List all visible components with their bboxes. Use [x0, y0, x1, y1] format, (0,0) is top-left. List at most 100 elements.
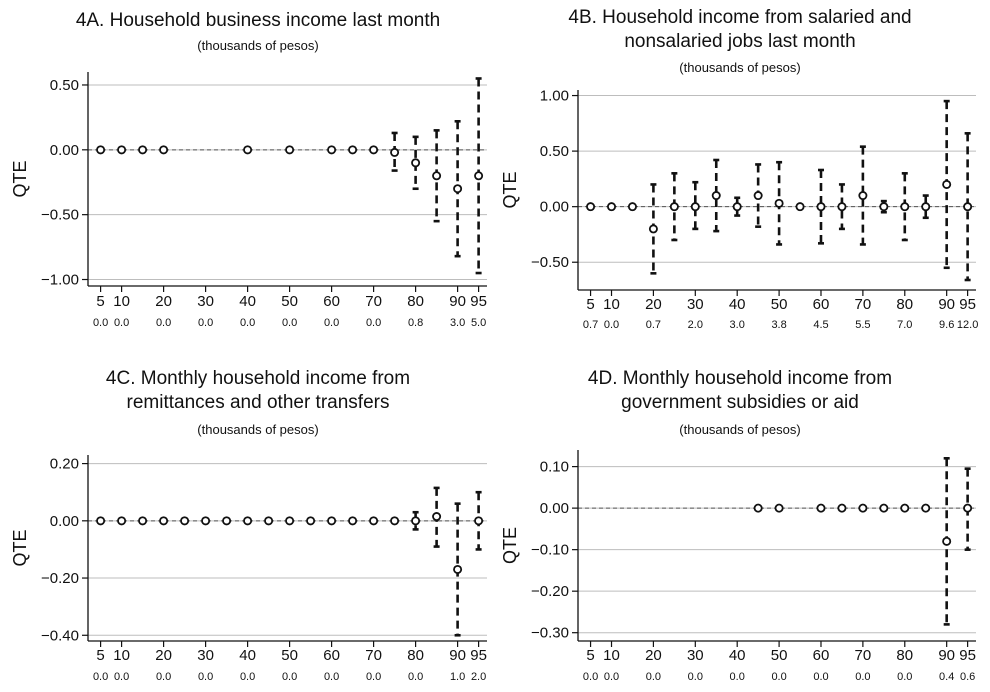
point-estimate — [648, 224, 658, 234]
x-tick-sublabel: 2.0 — [688, 319, 703, 331]
point-estimate — [243, 145, 253, 155]
point-estimate — [243, 516, 253, 526]
point-estimate — [900, 202, 910, 212]
x-tick-sublabel: 3.0 — [450, 317, 465, 329]
x-tick-sublabel: 4.5 — [813, 319, 828, 331]
x-tick-label: 95 — [959, 296, 976, 313]
y-tick-label: −0.10 — [531, 542, 569, 559]
x-tick-label: 60 — [813, 296, 830, 313]
point-estimate — [837, 503, 847, 513]
x-tick-label: 95 — [470, 293, 487, 310]
x-tick-label: 20 — [155, 293, 172, 310]
y-axis-label: QTE — [10, 160, 30, 197]
x-tick-label: 5 — [586, 647, 594, 664]
point-estimate — [306, 516, 316, 526]
x-tick-label: 90 — [938, 647, 955, 664]
panel-title: government subsidies or aid — [621, 392, 859, 413]
x-tick-sublabel: 0.7 — [583, 319, 598, 331]
point-estimate — [586, 202, 596, 212]
x-tick-label: 70 — [855, 647, 872, 664]
x-tick-label: 30 — [197, 293, 214, 310]
x-tick-sublabel: 0.0 — [93, 317, 108, 329]
point-estimate — [432, 512, 442, 522]
x-tick-label: 5 — [96, 647, 104, 664]
point-estimate — [474, 516, 484, 526]
x-tick-sublabel: 0.0 — [282, 317, 297, 329]
x-tick-label: 40 — [239, 647, 256, 664]
point-estimate — [96, 516, 106, 526]
x-tick-sublabel: 0.0 — [282, 671, 297, 683]
x-tick-label: 80 — [407, 293, 424, 310]
panel-subtitle: (thousands of pesos) — [197, 422, 318, 437]
x-tick-label: 95 — [959, 647, 976, 664]
x-tick-sublabel: 3.8 — [771, 319, 786, 331]
point-estimate — [942, 179, 952, 189]
y-tick-label: 0.00 — [50, 513, 79, 530]
y-tick-label: 0.00 — [50, 142, 79, 159]
x-tick-label: 10 — [113, 293, 130, 310]
x-tick-label: 20 — [645, 647, 662, 664]
x-tick-sublabel: 0.0 — [240, 317, 255, 329]
x-tick-label: 20 — [155, 647, 172, 664]
point-estimate — [669, 202, 679, 212]
x-tick-sublabel: 0.0 — [156, 317, 171, 329]
panel-a: 4A. Household business income last month… — [10, 10, 487, 329]
point-estimate — [795, 202, 805, 212]
x-tick-sublabel: 0.0 — [114, 671, 129, 683]
x-tick-sublabel: 0.6 — [960, 671, 975, 683]
y-tick-label: −1.00 — [41, 272, 79, 289]
x-tick-sublabel: 3.0 — [730, 319, 745, 331]
point-estimate — [816, 503, 826, 513]
point-estimate — [138, 145, 148, 155]
point-estimate — [879, 503, 889, 513]
x-tick-label: 10 — [113, 647, 130, 664]
point-estimate — [732, 202, 742, 212]
x-tick-label: 5 — [586, 296, 594, 313]
point-estimate — [285, 516, 295, 526]
x-tick-sublabel: 0.0 — [114, 317, 129, 329]
x-tick-label: 40 — [239, 293, 256, 310]
x-tick-sublabel: 0.0 — [646, 671, 661, 683]
x-tick-label: 80 — [896, 647, 913, 664]
y-tick-label: −0.20 — [531, 583, 569, 600]
x-tick-label: 5 — [96, 293, 104, 310]
point-estimate — [753, 503, 763, 513]
point-estimate — [369, 145, 379, 155]
y-tick-label: −0.30 — [531, 625, 569, 642]
x-tick-sublabel: 5.5 — [855, 319, 870, 331]
panel-title: 4C. Monthly household income from — [106, 368, 410, 389]
x-tick-sublabel: 0.0 — [688, 671, 703, 683]
panel-title: nonsalaried jobs last month — [624, 31, 855, 52]
x-tick-label: 40 — [729, 647, 746, 664]
x-tick-label: 30 — [687, 296, 704, 313]
x-tick-label: 60 — [323, 647, 340, 664]
panel-subtitle: (thousands of pesos) — [679, 60, 800, 75]
x-tick-sublabel: 0.0 — [604, 319, 619, 331]
x-tick-label: 70 — [365, 647, 382, 664]
y-axis-label: QTE — [500, 171, 520, 208]
point-estimate — [369, 516, 379, 526]
x-tick-label: 90 — [449, 293, 466, 310]
x-tick-label: 30 — [687, 647, 704, 664]
x-tick-label: 95 — [470, 647, 487, 664]
x-tick-sublabel: 0.0 — [583, 671, 598, 683]
y-tick-label: 1.00 — [540, 88, 569, 105]
point-estimate — [858, 503, 868, 513]
point-estimate — [138, 516, 148, 526]
point-estimate — [942, 536, 952, 546]
y-tick-label: 0.50 — [50, 77, 79, 94]
panel-subtitle: (thousands of pesos) — [679, 422, 800, 437]
point-estimate — [711, 191, 721, 201]
point-estimate — [837, 202, 847, 212]
point-estimate — [432, 171, 442, 181]
point-estimate — [348, 516, 358, 526]
x-tick-label: 90 — [449, 647, 466, 664]
x-tick-label: 40 — [729, 296, 746, 313]
x-tick-sublabel: 0.0 — [771, 671, 786, 683]
x-tick-label: 20 — [645, 296, 662, 313]
point-estimate — [390, 516, 400, 526]
x-tick-sublabel: 1.0 — [450, 671, 465, 683]
point-estimate — [201, 516, 211, 526]
panel-title: remittances and other transfers — [127, 392, 390, 413]
